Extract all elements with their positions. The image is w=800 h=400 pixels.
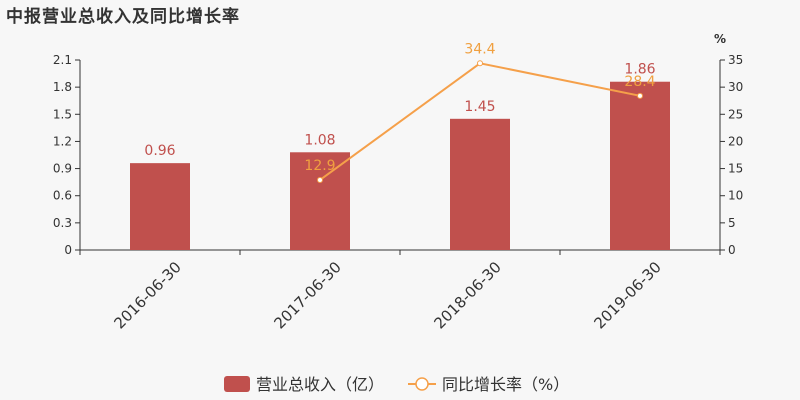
y-left-tick-label: 0 — [64, 243, 72, 257]
y-left-tick-label: 2.1 — [53, 53, 72, 67]
y-right-tick-label: 35 — [728, 53, 743, 67]
line-point — [637, 92, 643, 99]
bar — [130, 163, 190, 250]
y-right-unit: % — [714, 32, 726, 46]
y-left-tick-label: 1.8 — [53, 80, 72, 94]
line-data-label: 34.4 — [464, 41, 495, 57]
chart-title: 中报营业总收入及同比增长率 — [6, 7, 240, 27]
y-left-tick-label: 0.6 — [53, 189, 72, 203]
y-left-tick-label: 1.5 — [53, 107, 72, 121]
line-data-label: 12.9 — [304, 158, 335, 174]
bar-data-label: 0.96 — [144, 143, 175, 159]
y-right-tick-label: 0 — [728, 243, 736, 257]
y-right-tick-label: 15 — [728, 162, 743, 176]
bar-data-label: 1.86 — [624, 62, 655, 78]
x-tick-label: 2016-06-30 — [110, 258, 184, 332]
y-right-tick-label: 5 — [728, 216, 736, 230]
legend-label-bar: 营业总收入（亿） — [256, 375, 384, 394]
y-right-tick-label: 25 — [728, 107, 743, 121]
legend-swatch-bar — [224, 376, 250, 392]
y-right-tick-label: 10 — [728, 189, 743, 203]
y-left-tick-label: 1.2 — [53, 134, 72, 148]
line-point — [317, 176, 323, 183]
x-tick-label: 2017-06-30 — [270, 258, 344, 332]
bar-data-label: 1.08 — [304, 132, 335, 148]
x-tick-label: 2018-06-30 — [430, 258, 504, 332]
y-left-tick-label: 0.3 — [53, 216, 72, 230]
y-left-tick-label: 0.9 — [53, 162, 72, 176]
y-right-tick-label: 30 — [728, 80, 743, 94]
legend-label-line: 同比增长率（%） — [442, 375, 569, 394]
line-data-label: 28.4 — [624, 74, 655, 90]
y-right-tick-label: 20 — [728, 134, 743, 148]
bar — [290, 152, 350, 250]
line-point — [477, 60, 483, 67]
legend-swatch-marker — [415, 377, 429, 391]
x-tick-label: 2019-06-30 — [590, 258, 664, 332]
bar-data-label: 1.45 — [464, 99, 495, 115]
bar — [450, 118, 510, 250]
bar — [610, 81, 670, 250]
